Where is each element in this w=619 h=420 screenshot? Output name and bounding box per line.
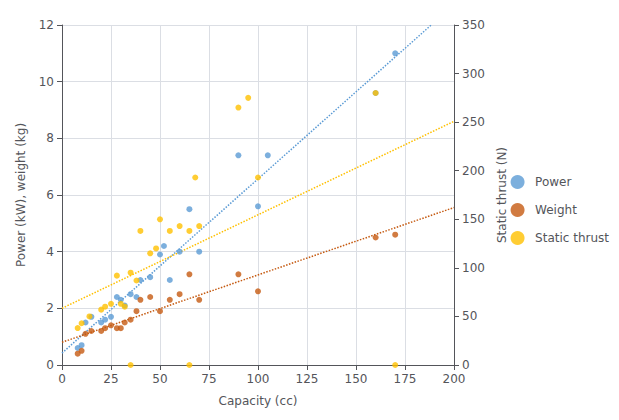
svg-text:Power: Power: [535, 175, 571, 189]
svg-text:25: 25: [103, 372, 118, 386]
svg-text:200: 200: [443, 372, 466, 386]
svg-text:250: 250: [462, 115, 485, 129]
svg-text:0: 0: [462, 358, 470, 372]
svg-text:0: 0: [58, 372, 66, 386]
svg-text:100: 100: [462, 261, 485, 275]
svg-text:350: 350: [462, 18, 485, 32]
svg-text:10: 10: [39, 75, 54, 89]
svg-text:50: 50: [152, 372, 167, 386]
svg-text:125: 125: [296, 372, 319, 386]
svg-text:50: 50: [462, 309, 477, 323]
svg-text:75: 75: [201, 372, 216, 386]
svg-text:150: 150: [345, 372, 368, 386]
svg-text:4: 4: [46, 245, 54, 259]
svg-text:100: 100: [247, 372, 270, 386]
svg-text:300: 300: [462, 67, 485, 81]
svg-text:Static thrust (N): Static thrust (N): [495, 147, 509, 243]
svg-text:Power (kW), weight (kg): Power (kW), weight (kg): [14, 123, 28, 267]
svg-text:8: 8: [46, 131, 54, 145]
svg-text:12: 12: [39, 18, 54, 32]
svg-text:Static thrust: Static thrust: [535, 231, 609, 245]
svg-text:6: 6: [46, 188, 54, 202]
svg-text:Weight: Weight: [535, 203, 577, 217]
svg-text:175: 175: [394, 372, 417, 386]
svg-text:Capacity (cc): Capacity (cc): [219, 394, 298, 408]
svg-text:200: 200: [462, 164, 485, 178]
svg-text:0: 0: [46, 358, 54, 372]
svg-text:2: 2: [46, 301, 54, 315]
svg-text:150: 150: [462, 212, 485, 226]
